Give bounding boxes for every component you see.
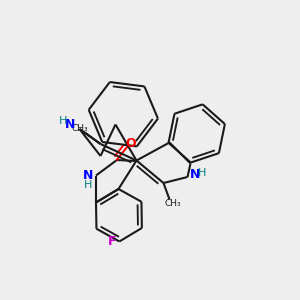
Text: H: H [84,179,93,190]
Text: O: O [125,137,136,151]
Text: H: H [59,116,67,127]
Text: CH₃: CH₃ [164,199,181,208]
Text: N: N [190,167,200,181]
Text: H: H [198,167,206,178]
Text: F: F [108,235,116,248]
Text: N: N [83,169,94,182]
Text: N: N [65,118,76,131]
Text: CH₃: CH₃ [71,124,88,134]
